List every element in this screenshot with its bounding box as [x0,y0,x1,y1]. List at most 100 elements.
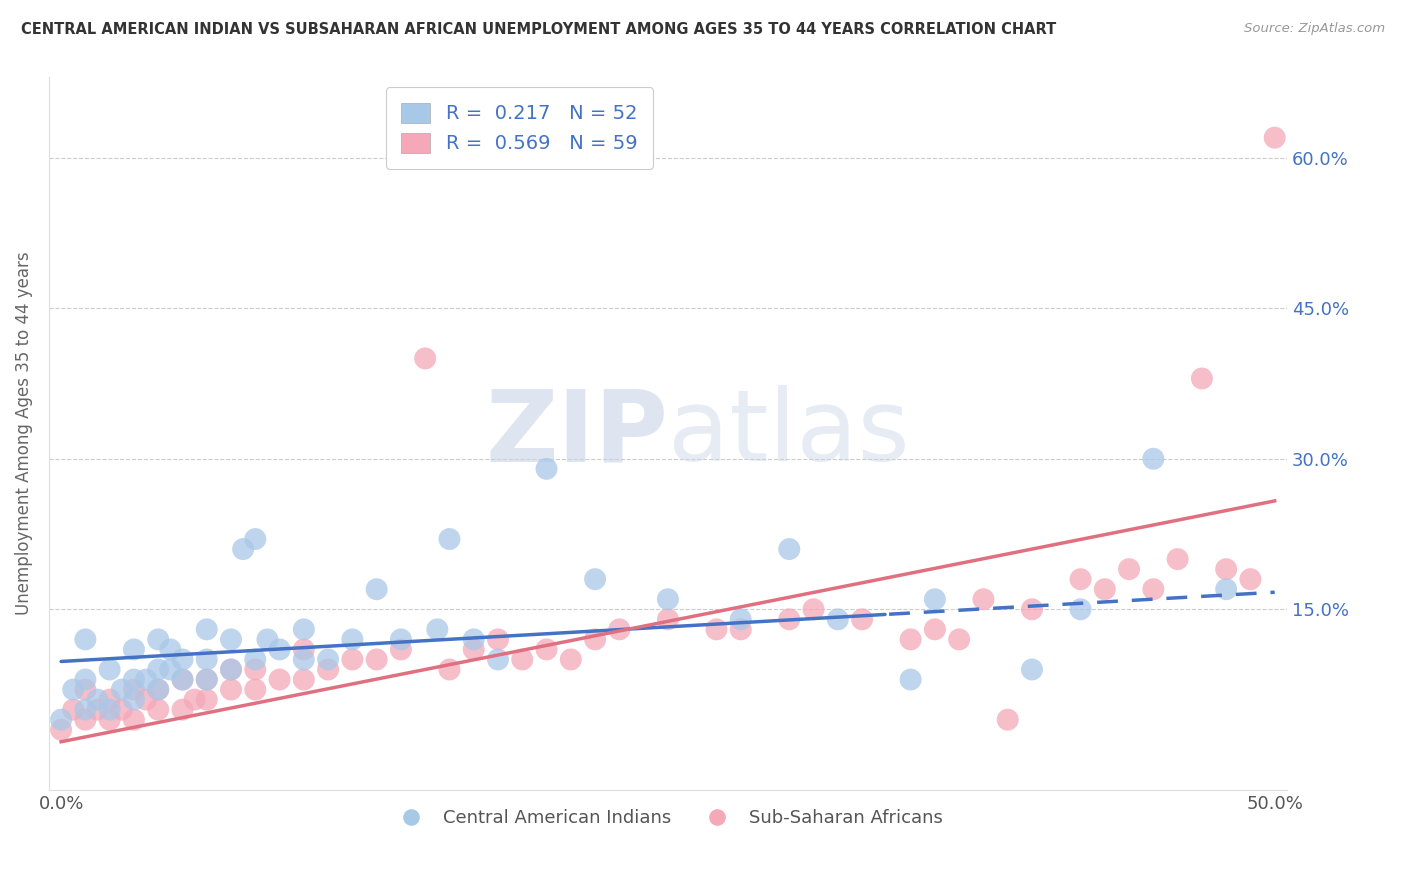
Point [86,703,108,717]
Point [122,713,145,727]
Point [803,602,825,616]
Point [1191,371,1213,385]
Point [657,612,679,626]
Point [997,713,1019,727]
Point [75,713,97,727]
Point [148,703,170,717]
Point [122,682,145,697]
Point [316,652,339,666]
Point [62,682,84,697]
Point [195,673,218,687]
Point [159,642,181,657]
Text: CENTRAL AMERICAN INDIAN VS SUBSAHARAN AFRICAN UNEMPLOYMENT AMONG AGES 35 TO 44 Y: CENTRAL AMERICAN INDIAN VS SUBSAHARAN AF… [21,22,1056,37]
Point [730,623,752,637]
Point [195,692,218,706]
Point [389,632,412,647]
Point [148,663,170,677]
Point [426,623,449,637]
Point [62,703,84,717]
Point [245,532,267,546]
Point [135,673,157,687]
Point [98,703,121,717]
Point [1239,572,1261,586]
Point [245,652,267,666]
Point [389,642,412,657]
Point [256,632,278,647]
Point [135,692,157,706]
Point [510,652,533,666]
Point [366,582,388,597]
Point [439,663,461,677]
Point [219,663,242,677]
Point [900,632,922,647]
Point [86,692,108,706]
Point [75,682,97,697]
Point [292,623,315,637]
Point [111,682,134,697]
Point [1094,582,1116,597]
Point [172,673,194,687]
Point [195,673,218,687]
Point [342,652,364,666]
Point [560,652,582,666]
Text: atlas: atlas [668,385,910,483]
Point [148,682,170,697]
Point [75,703,97,717]
Point [1142,451,1164,466]
Point [292,673,315,687]
Point [195,652,218,666]
Point [1215,562,1237,576]
Point [75,673,97,687]
Point [463,642,485,657]
Point [245,682,267,697]
Point [49,723,72,737]
Point [292,652,315,666]
Point [463,632,485,647]
Point [924,623,946,637]
Point [657,592,679,607]
Point [536,642,558,657]
Point [172,652,194,666]
Point [924,592,946,607]
Point [98,692,121,706]
Point [75,632,97,647]
Point [413,351,436,366]
Point [439,532,461,546]
Point [122,692,145,706]
Point [245,663,267,677]
Point [778,542,800,557]
Point [49,713,72,727]
Point [195,623,218,637]
Point [183,692,205,706]
Point [827,612,849,626]
Point [1215,582,1237,597]
Point [98,663,121,677]
Point [851,612,873,626]
Point [1167,552,1189,566]
Text: Source: ZipAtlas.com: Source: ZipAtlas.com [1244,22,1385,36]
Point [172,673,194,687]
Text: ZIP: ZIP [485,385,668,483]
Point [1118,562,1140,576]
Point [486,632,509,647]
Point [948,632,970,647]
Legend: Central American Indians, Sub-Saharan Africans: Central American Indians, Sub-Saharan Af… [385,802,950,834]
Point [1264,130,1286,145]
Point [536,462,558,476]
Point [1142,582,1164,597]
Point [219,663,242,677]
Point [122,673,145,687]
Point [1070,602,1092,616]
Point [706,623,728,637]
Point [292,642,315,657]
Point [269,673,291,687]
Point [900,673,922,687]
Point [98,713,121,727]
Point [1070,572,1092,586]
Point [583,632,606,647]
Point [1021,663,1043,677]
Point [122,642,145,657]
Point [232,542,254,557]
Point [172,703,194,717]
Y-axis label: Unemployment Among Ages 35 to 44 years: Unemployment Among Ages 35 to 44 years [15,252,32,615]
